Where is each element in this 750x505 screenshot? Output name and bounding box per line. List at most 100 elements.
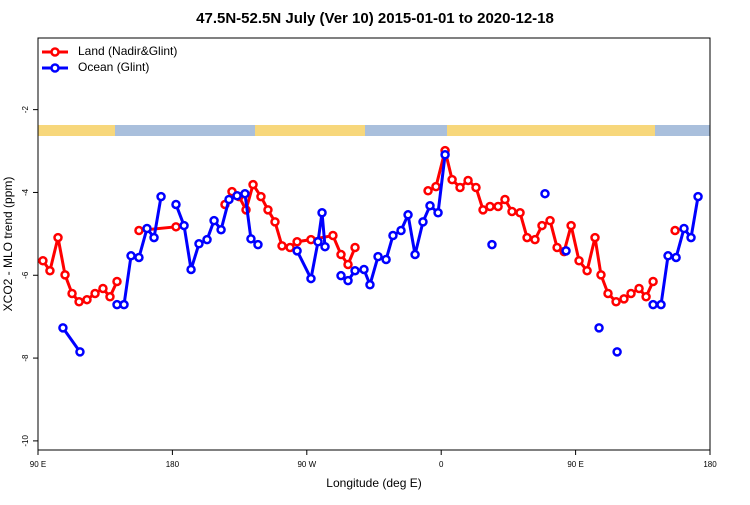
data-point: [224, 194, 234, 205]
data-point: [105, 292, 115, 302]
data-point: [306, 273, 316, 284]
data-point: [590, 232, 600, 243]
data-point: [594, 323, 604, 333]
data-point: [500, 194, 510, 205]
data-point: [202, 234, 212, 245]
data-point: [277, 241, 287, 251]
data-point: [74, 297, 84, 307]
series-line: [174, 191, 259, 270]
data-point: [292, 246, 302, 256]
data-point: [336, 249, 346, 260]
data-point: [540, 188, 550, 199]
data-point: [60, 270, 70, 280]
y-tick-label: -2: [21, 106, 30, 114]
data-point: [112, 276, 122, 287]
data-point: [359, 264, 369, 275]
x-tick-label: 90 E: [30, 460, 46, 469]
data-point: [216, 224, 226, 235]
data-point: [45, 265, 55, 276]
data-point: [612, 347, 622, 357]
data-point: [566, 220, 576, 231]
data-point: [641, 292, 651, 302]
data-point: [156, 191, 166, 202]
data-point: [98, 283, 108, 294]
data-point: [552, 242, 562, 253]
data-point: [292, 236, 302, 247]
data-point: [686, 232, 696, 243]
data-point: [493, 201, 503, 212]
data-point: [403, 210, 413, 220]
data-point: [373, 251, 383, 262]
legend-label: Land (Nadir&Glint): [78, 44, 177, 58]
data-point: [263, 205, 273, 215]
y-tick-label: -10: [21, 435, 30, 447]
data-point: [663, 251, 673, 261]
data-point: [149, 232, 159, 243]
data-point: [478, 205, 488, 215]
data-point: [619, 294, 629, 304]
data-point: [343, 275, 353, 286]
x-tick-label: 90 E: [567, 460, 583, 469]
data-point: [119, 299, 129, 310]
data-point: [343, 259, 353, 270]
data-point: [388, 230, 398, 241]
data-point: [186, 264, 196, 275]
x-tick-label: 90 W: [297, 460, 316, 469]
data-point: [396, 225, 406, 236]
data-point: [611, 297, 621, 307]
data-point: [656, 299, 666, 310]
data-point: [515, 207, 525, 218]
y-axis-label: XCO2 - MLO trend (ppm): [1, 177, 15, 312]
data-point: [38, 256, 48, 266]
data-point: [561, 246, 571, 256]
y-tick-label: -4: [21, 188, 30, 196]
data-point: [179, 220, 189, 231]
series-line: [653, 196, 700, 307]
legend-label: Ocean (Glint): [78, 60, 149, 74]
surface-strip: [38, 125, 710, 136]
data-point: [90, 288, 100, 299]
data-point: [471, 182, 481, 193]
data-point: [574, 256, 584, 266]
data-point: [433, 207, 443, 218]
data-point: [418, 217, 428, 227]
legend: Land (Nadir&Glint) Ocean (Glint): [42, 44, 177, 74]
data-point: [530, 234, 540, 245]
data-point: [75, 347, 85, 357]
data-point: [603, 288, 613, 299]
y-tick-label: -8: [21, 354, 30, 362]
data-point: [463, 175, 473, 186]
data-point: [431, 181, 441, 192]
data-point: [58, 323, 68, 333]
data-point: [142, 223, 152, 234]
data-point: [440, 150, 450, 160]
data-point: [336, 270, 346, 281]
data-point: [256, 191, 266, 202]
data-point: [381, 254, 391, 265]
data-point: [270, 217, 280, 227]
legend-marker: [50, 47, 60, 57]
data-point: [582, 265, 592, 276]
data-point: [350, 242, 360, 253]
data-point: [134, 225, 144, 236]
data-point: [350, 265, 360, 276]
data-point: [648, 276, 658, 287]
series-line: [223, 181, 357, 268]
x-tick-label: 180: [166, 460, 180, 469]
x-axis-label: Longitude (deg E): [326, 476, 421, 490]
data-point: [285, 242, 295, 253]
data-point: [328, 230, 338, 241]
x-tick-label: 0: [439, 460, 444, 469]
data-point: [232, 191, 242, 201]
data-point: [171, 222, 181, 232]
data-point: [626, 288, 636, 299]
x-tick-label: 180: [703, 460, 717, 469]
plot-frame: [37, 37, 711, 451]
data-point: [507, 206, 517, 217]
data-point: [455, 182, 465, 193]
legend-marker: [50, 63, 60, 73]
series-line: [340, 154, 447, 290]
data-point: [248, 179, 258, 190]
data-point: [487, 239, 497, 250]
